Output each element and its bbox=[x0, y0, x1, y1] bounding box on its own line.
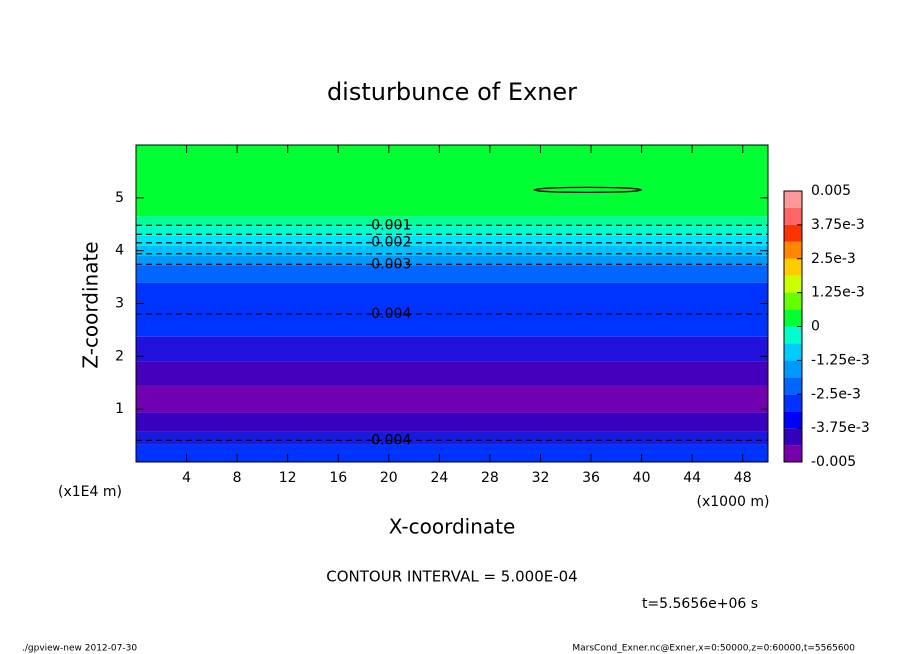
colorbar-swatch bbox=[784, 309, 802, 327]
colorbar-swatch bbox=[784, 207, 802, 225]
colorbar-swatch bbox=[784, 241, 802, 259]
contour-band bbox=[136, 145, 768, 217]
y-tick-label: 1 bbox=[115, 401, 124, 417]
x-tick-label: 20 bbox=[380, 470, 398, 486]
x-unit: (x1000 m) bbox=[697, 494, 770, 510]
contour-band bbox=[136, 385, 768, 413]
y-tick-label: 3 bbox=[115, 296, 124, 312]
y-tick-label: 2 bbox=[115, 348, 124, 364]
colorbar-swatch bbox=[784, 360, 802, 378]
contour-label: -0.002 bbox=[366, 235, 411, 251]
contour-band bbox=[136, 255, 768, 266]
colorbar-swatch bbox=[784, 411, 802, 429]
colorbar-label: -3.75e-3 bbox=[811, 420, 870, 436]
x-tick-label: 32 bbox=[532, 470, 550, 486]
contour-band bbox=[136, 235, 768, 246]
colorbar-swatch bbox=[784, 258, 802, 276]
x-tick-label: 24 bbox=[430, 470, 448, 486]
contour-band bbox=[136, 412, 768, 432]
contour-label: -0.003 bbox=[366, 256, 411, 272]
colorbar-label: 1.25e-3 bbox=[811, 285, 865, 301]
time-label: t=5.5656e+06 s bbox=[642, 596, 758, 612]
colorbar-swatch bbox=[784, 343, 802, 361]
x-tick-label: 48 bbox=[734, 470, 752, 486]
y-unit: (x1E4 m) bbox=[58, 484, 122, 500]
y-tick-label: 5 bbox=[115, 190, 124, 206]
y-axis-label: Z-coordinate bbox=[79, 241, 103, 368]
colorbar-label: -0.005 bbox=[811, 454, 856, 470]
colorbar-label: 3.75e-3 bbox=[811, 217, 865, 233]
contour-band bbox=[136, 336, 768, 362]
colorbar-swatch bbox=[784, 275, 802, 293]
x-tick-label: 44 bbox=[683, 470, 701, 486]
colorbar-swatch bbox=[784, 394, 802, 412]
colorbar-swatch bbox=[784, 428, 802, 446]
contour-band bbox=[136, 265, 768, 283]
contour-interval: CONTOUR INTERVAL = 5.000E-04 bbox=[326, 568, 577, 586]
x-tick-label: 36 bbox=[582, 470, 600, 486]
colorbar-swatch bbox=[784, 445, 802, 462]
footer-right: MarsCond_Exner.nc@Exner,x=0:50000,z=0:60… bbox=[572, 644, 855, 654]
contour-band bbox=[136, 216, 768, 227]
x-tick-label: 8 bbox=[233, 470, 242, 486]
colorbar-swatch bbox=[784, 377, 802, 395]
x-tick-label: 4 bbox=[182, 470, 191, 486]
colorbar-swatch bbox=[784, 224, 802, 242]
x-tick-label: 28 bbox=[481, 470, 499, 486]
x-axis-label: X-coordinate bbox=[389, 515, 516, 539]
colorbar-swatch bbox=[784, 326, 802, 344]
colorbar-label: -1.25e-3 bbox=[811, 352, 870, 368]
contour-label: -0.004 bbox=[366, 432, 411, 448]
contour-band bbox=[136, 361, 768, 386]
closed-contour bbox=[533, 186, 643, 194]
contour-band bbox=[136, 245, 768, 256]
contour-band bbox=[136, 282, 768, 337]
x-tick-label: 40 bbox=[633, 470, 651, 486]
colorbar-swatch bbox=[784, 292, 802, 310]
contour-band bbox=[136, 431, 768, 445]
contour-band bbox=[136, 226, 768, 236]
y-tick-label: 4 bbox=[115, 243, 124, 259]
contour-label: -0.001 bbox=[366, 217, 411, 233]
colorbar-swatch bbox=[784, 191, 802, 208]
colorbar-label: 2.5e-3 bbox=[811, 251, 856, 267]
colorbar-label: 0 bbox=[811, 319, 820, 335]
x-tick-label: 12 bbox=[279, 470, 297, 486]
contour-band bbox=[136, 444, 768, 462]
chart-title: disturbunce of Exner bbox=[327, 78, 577, 106]
contour-label: -0.004 bbox=[366, 306, 411, 322]
colorbar-label: -2.5e-3 bbox=[811, 386, 861, 402]
footer-left: ./gpview-new 2012-07-30 bbox=[22, 644, 137, 654]
colorbar-label: 0.005 bbox=[811, 183, 851, 199]
x-tick-label: 16 bbox=[329, 470, 347, 486]
